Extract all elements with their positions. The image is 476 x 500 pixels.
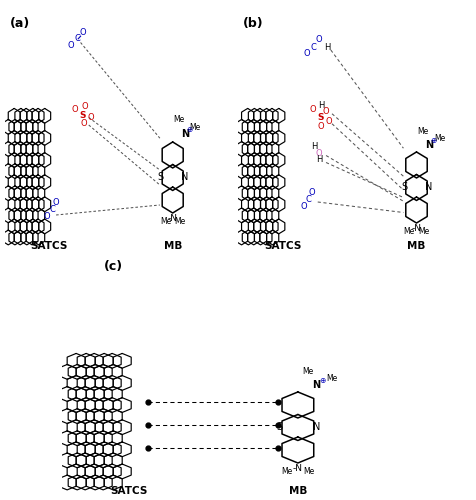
Text: O: O bbox=[53, 198, 60, 207]
Text: ⊕: ⊕ bbox=[430, 136, 436, 145]
Text: O: O bbox=[71, 106, 78, 114]
Text: Me: Me bbox=[282, 467, 293, 476]
Text: S: S bbox=[277, 422, 283, 432]
Text: MB: MB bbox=[407, 242, 426, 251]
Text: Me: Me bbox=[404, 227, 415, 236]
Text: N: N bbox=[313, 422, 320, 432]
Text: C: C bbox=[305, 195, 311, 204]
Text: Me: Me bbox=[302, 366, 313, 376]
Text: -N: -N bbox=[293, 464, 303, 473]
Text: Me: Me bbox=[190, 123, 201, 132]
Text: N: N bbox=[181, 128, 189, 138]
Text: SATCS: SATCS bbox=[110, 486, 148, 496]
Text: H: H bbox=[318, 100, 325, 110]
Text: O: O bbox=[308, 188, 315, 197]
Text: O: O bbox=[310, 106, 316, 114]
Text: Me: Me bbox=[434, 134, 445, 143]
Text: (c): (c) bbox=[104, 260, 123, 273]
Text: Me: Me bbox=[418, 227, 429, 236]
Text: O: O bbox=[316, 148, 322, 158]
Text: O: O bbox=[68, 40, 75, 50]
Text: S: S bbox=[79, 110, 86, 120]
Text: -N: -N bbox=[168, 214, 178, 223]
Text: H: H bbox=[311, 142, 317, 151]
Text: O: O bbox=[316, 36, 322, 44]
Text: O: O bbox=[304, 50, 310, 58]
Text: C: C bbox=[310, 42, 316, 51]
Text: N: N bbox=[312, 380, 320, 390]
Text: Me: Me bbox=[303, 467, 314, 476]
Text: Me: Me bbox=[160, 217, 171, 226]
Text: O: O bbox=[300, 202, 307, 211]
Text: (a): (a) bbox=[10, 18, 30, 30]
Text: O: O bbox=[88, 113, 94, 122]
Text: S: S bbox=[401, 182, 407, 192]
Text: H: H bbox=[316, 156, 322, 164]
Text: C: C bbox=[74, 34, 80, 43]
Text: (b): (b) bbox=[243, 18, 263, 30]
Text: O: O bbox=[325, 116, 332, 126]
Text: H: H bbox=[324, 42, 330, 51]
Text: S: S bbox=[317, 112, 324, 122]
Text: N: N bbox=[425, 182, 433, 192]
Text: Me: Me bbox=[327, 374, 337, 383]
Text: O: O bbox=[79, 28, 86, 37]
Text: ⊕: ⊕ bbox=[186, 124, 192, 134]
Text: S: S bbox=[158, 172, 164, 182]
Text: SATCS: SATCS bbox=[30, 242, 68, 251]
Text: Me: Me bbox=[417, 126, 428, 136]
Text: O: O bbox=[323, 107, 329, 116]
Text: O: O bbox=[43, 212, 50, 221]
Text: Me: Me bbox=[173, 116, 185, 124]
Text: -N: -N bbox=[411, 224, 422, 233]
Text: N: N bbox=[181, 172, 188, 182]
Text: ⊕: ⊕ bbox=[319, 376, 326, 385]
Text: O: O bbox=[318, 122, 325, 130]
Text: N: N bbox=[425, 140, 433, 150]
Text: MB: MB bbox=[288, 486, 307, 496]
Text: C: C bbox=[50, 205, 56, 214]
Text: O: O bbox=[82, 102, 89, 111]
Text: MB: MB bbox=[163, 242, 182, 251]
Text: O: O bbox=[81, 119, 88, 128]
Text: Me: Me bbox=[174, 217, 185, 226]
Text: SATCS: SATCS bbox=[265, 242, 302, 251]
